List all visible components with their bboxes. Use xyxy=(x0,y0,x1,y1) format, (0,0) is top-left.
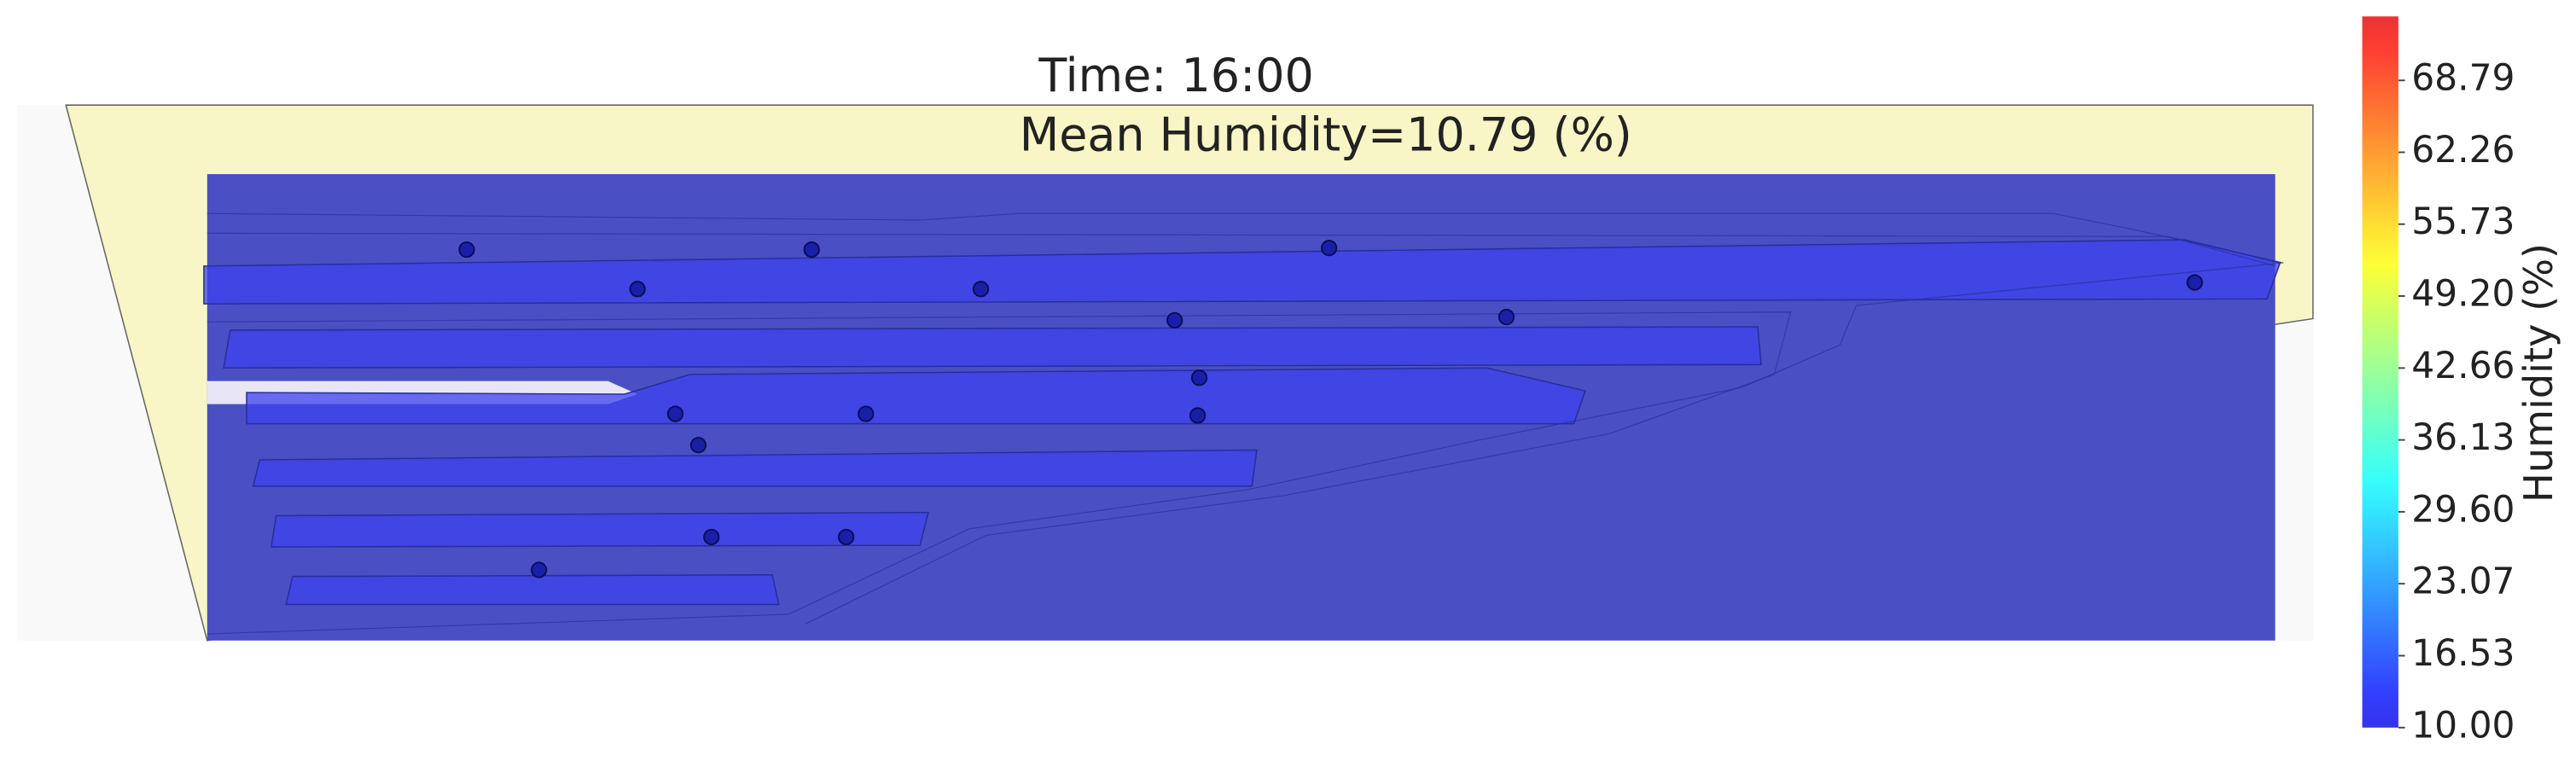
sensor xyxy=(1497,308,1515,326)
colorbar-tick-label: 42.66 xyxy=(2411,345,2515,386)
sensor xyxy=(2186,274,2203,291)
colorbar-tick-label: 55.73 xyxy=(2411,200,2515,242)
sensor xyxy=(666,405,684,422)
sensor xyxy=(1321,240,1338,257)
colorbar-tick-label: 16.53 xyxy=(2411,632,2515,674)
colorbar-tick-label: 23.07 xyxy=(2411,561,2515,602)
contour-strips xyxy=(203,212,2284,635)
sensor xyxy=(858,405,875,422)
sensor xyxy=(629,281,646,298)
sensor xyxy=(972,281,990,298)
sensor xyxy=(703,528,720,546)
colorbar-tick-label: 36.13 xyxy=(2411,416,2515,458)
chart-title: Time: 16:00 xyxy=(1038,49,1313,102)
colorbar-tick-label: 68.79 xyxy=(2411,57,2515,99)
chart-subtitle: Mean Humidity=10.79 (%) xyxy=(1020,107,1632,161)
colorbar-tick-label: 10.00 xyxy=(2411,704,2515,746)
sensor xyxy=(458,241,475,259)
sensors xyxy=(458,240,2203,578)
sensor xyxy=(838,528,855,546)
sensor xyxy=(1190,369,1208,386)
colorbar-label: Humidity (%) xyxy=(2515,243,2561,503)
sensor xyxy=(689,437,707,454)
colorbar-tick-label: 62.26 xyxy=(2411,129,2515,171)
colorbar-tick-label: 49.20 xyxy=(2411,272,2515,314)
sensor xyxy=(531,561,548,578)
colorbar-tick-label: 29.60 xyxy=(2411,488,2515,530)
sensor xyxy=(803,241,820,259)
sensor xyxy=(1189,407,1207,424)
colorbar xyxy=(2362,16,2399,728)
sensor xyxy=(1166,311,1183,329)
